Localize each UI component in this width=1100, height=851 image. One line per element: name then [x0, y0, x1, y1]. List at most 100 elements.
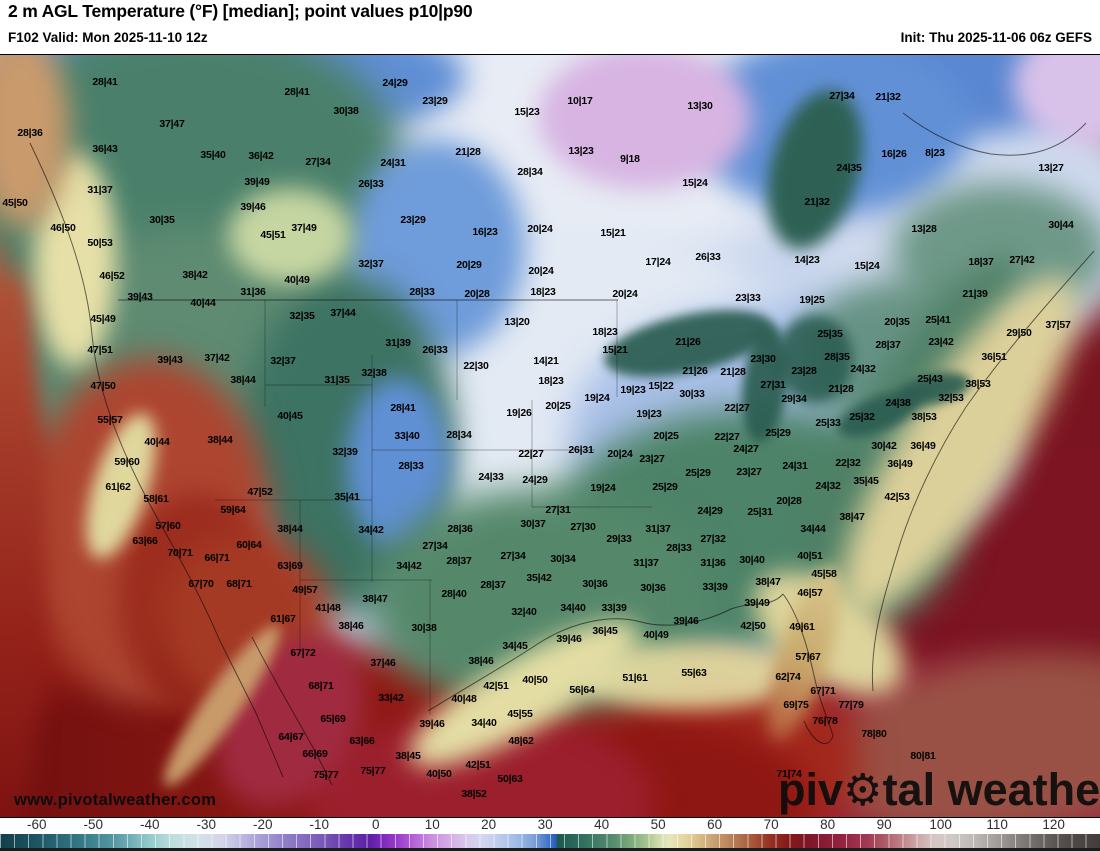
- station-value: 59|60: [114, 455, 140, 468]
- station-value: 34|42: [396, 559, 422, 572]
- station-value: 25|32: [849, 410, 875, 423]
- station-value: 27|42: [1009, 253, 1035, 266]
- station-value: 30|40: [739, 553, 765, 566]
- station-value: 36|43: [92, 142, 118, 155]
- station-value: 15|24: [854, 259, 880, 272]
- station-value: 25|31: [747, 505, 773, 518]
- station-value: 40|48: [451, 692, 477, 705]
- station-value: 60|64: [236, 538, 262, 551]
- station-value: 28|41: [92, 75, 118, 88]
- station-value: 29|34: [781, 392, 807, 405]
- station-value: 34|44: [800, 522, 826, 535]
- station-value: 30|44: [1048, 218, 1074, 231]
- station-value: 31|36: [700, 556, 726, 569]
- station-value: 67|71: [810, 684, 836, 697]
- station-value: 32|39: [332, 445, 358, 458]
- station-value: 20|24: [607, 447, 633, 460]
- station-value: 18|23: [538, 374, 564, 387]
- station-value: 30|36: [640, 581, 666, 594]
- station-value: 25|29: [765, 426, 791, 439]
- station-value: 37|44: [330, 306, 356, 319]
- station-value: 22|32: [835, 456, 861, 469]
- station-value: 66|71: [204, 551, 230, 564]
- station-value: 80|81: [910, 749, 936, 762]
- station-value: 24|31: [782, 459, 808, 472]
- station-value: 65|69: [320, 712, 346, 725]
- station-value: 13|23: [568, 144, 594, 157]
- station-value: 61|62: [105, 480, 131, 493]
- brand-text-left: piv: [778, 764, 844, 815]
- station-value: 38|46: [468, 654, 494, 667]
- station-value: 24|35: [836, 161, 862, 174]
- station-value: 35|42: [526, 571, 552, 584]
- station-value: 40|49: [284, 273, 310, 286]
- station-value: 28|33: [666, 541, 692, 554]
- station-value: 75|77: [360, 764, 386, 777]
- station-value: 50|63: [497, 772, 523, 785]
- colorbar-tick-label: 70: [763, 817, 779, 832]
- station-value: 33|39: [601, 601, 627, 614]
- station-value: 35|40: [200, 148, 226, 161]
- station-value: 28|34: [517, 165, 543, 178]
- station-value: 15|24: [682, 176, 708, 189]
- station-value: 38|53: [965, 377, 991, 390]
- station-value: 49|57: [292, 583, 318, 596]
- colorbar-tick-label: 40: [594, 817, 610, 832]
- colorbar-tick-label: 80: [820, 817, 836, 832]
- colorbar-tick-label: -30: [196, 817, 216, 832]
- station-value: 36|42: [248, 149, 274, 162]
- station-value: 28|37: [875, 338, 901, 351]
- station-value: 20|29: [456, 258, 482, 271]
- station-value: 23|29: [422, 94, 448, 107]
- station-value: 49|61: [789, 620, 815, 633]
- station-value: 67|72: [290, 646, 316, 659]
- station-value: 21|32: [875, 90, 901, 103]
- station-value: 27|30: [570, 520, 596, 533]
- station-value: 9|18: [620, 152, 640, 165]
- colorbar: -60 -50 -40 -30 -20 -10 0 10 20 30 40 50 60 70 80 90 100…: [0, 817, 1100, 851]
- station-value: 39|46: [240, 200, 266, 213]
- station-value: 57|60: [155, 519, 181, 532]
- station-value: 76|78: [812, 714, 838, 727]
- station-value: 66|69: [302, 747, 328, 760]
- station-value: 8|23: [925, 146, 945, 159]
- station-value: 37|49: [291, 221, 317, 234]
- station-value: 45|49: [90, 312, 116, 325]
- header: 2 m AGL Temperature (°F) [median]; point…: [0, 0, 1100, 54]
- station-value: 37|46: [370, 656, 396, 669]
- station-value: 45|50: [2, 196, 28, 209]
- station-value: 39|43: [157, 353, 183, 366]
- station-value: 28|40: [441, 587, 467, 600]
- station-value: 38|47: [755, 575, 781, 588]
- station-value: 32|37: [270, 354, 296, 367]
- station-value: 39|43: [127, 290, 153, 303]
- model-init-label: Init: Thu 2025-11-06 06z GEFS: [900, 30, 1092, 45]
- colorbar-gradient: [0, 834, 1100, 848]
- station-value: 21|26: [675, 335, 701, 348]
- station-value: 20|25: [653, 429, 679, 442]
- station-value: 19|23: [636, 407, 662, 420]
- station-value: 35|45: [853, 474, 879, 487]
- station-value: 42|51: [465, 758, 491, 771]
- station-value: 17|24: [645, 255, 671, 268]
- station-value: 39|46: [673, 614, 699, 627]
- station-value: 38|46: [338, 619, 364, 632]
- station-value: 21|28: [828, 382, 854, 395]
- station-value: 39|49: [244, 175, 270, 188]
- brand-text-right: tal weather: [882, 764, 1100, 815]
- coastline-border: [782, 593, 834, 744]
- coastline-border: [902, 112, 1087, 156]
- station-value: 32|37: [358, 257, 384, 270]
- coastline-border: [251, 636, 333, 786]
- temperature-map[interactable]: 28|41 28|41 37|47 28|36 36|43 35|40 36|42 27|34…: [0, 54, 1100, 818]
- station-value: 20|28: [776, 494, 802, 507]
- station-value: 45|51: [260, 228, 286, 241]
- station-value: 20|24: [612, 287, 638, 300]
- station-value: 40|51: [797, 549, 823, 562]
- station-value: 40|49: [643, 628, 669, 641]
- station-value: 69|75: [783, 698, 809, 711]
- station-value: 63|66: [132, 534, 158, 547]
- station-value: 16|23: [472, 225, 498, 238]
- station-value: 25|43: [917, 372, 943, 385]
